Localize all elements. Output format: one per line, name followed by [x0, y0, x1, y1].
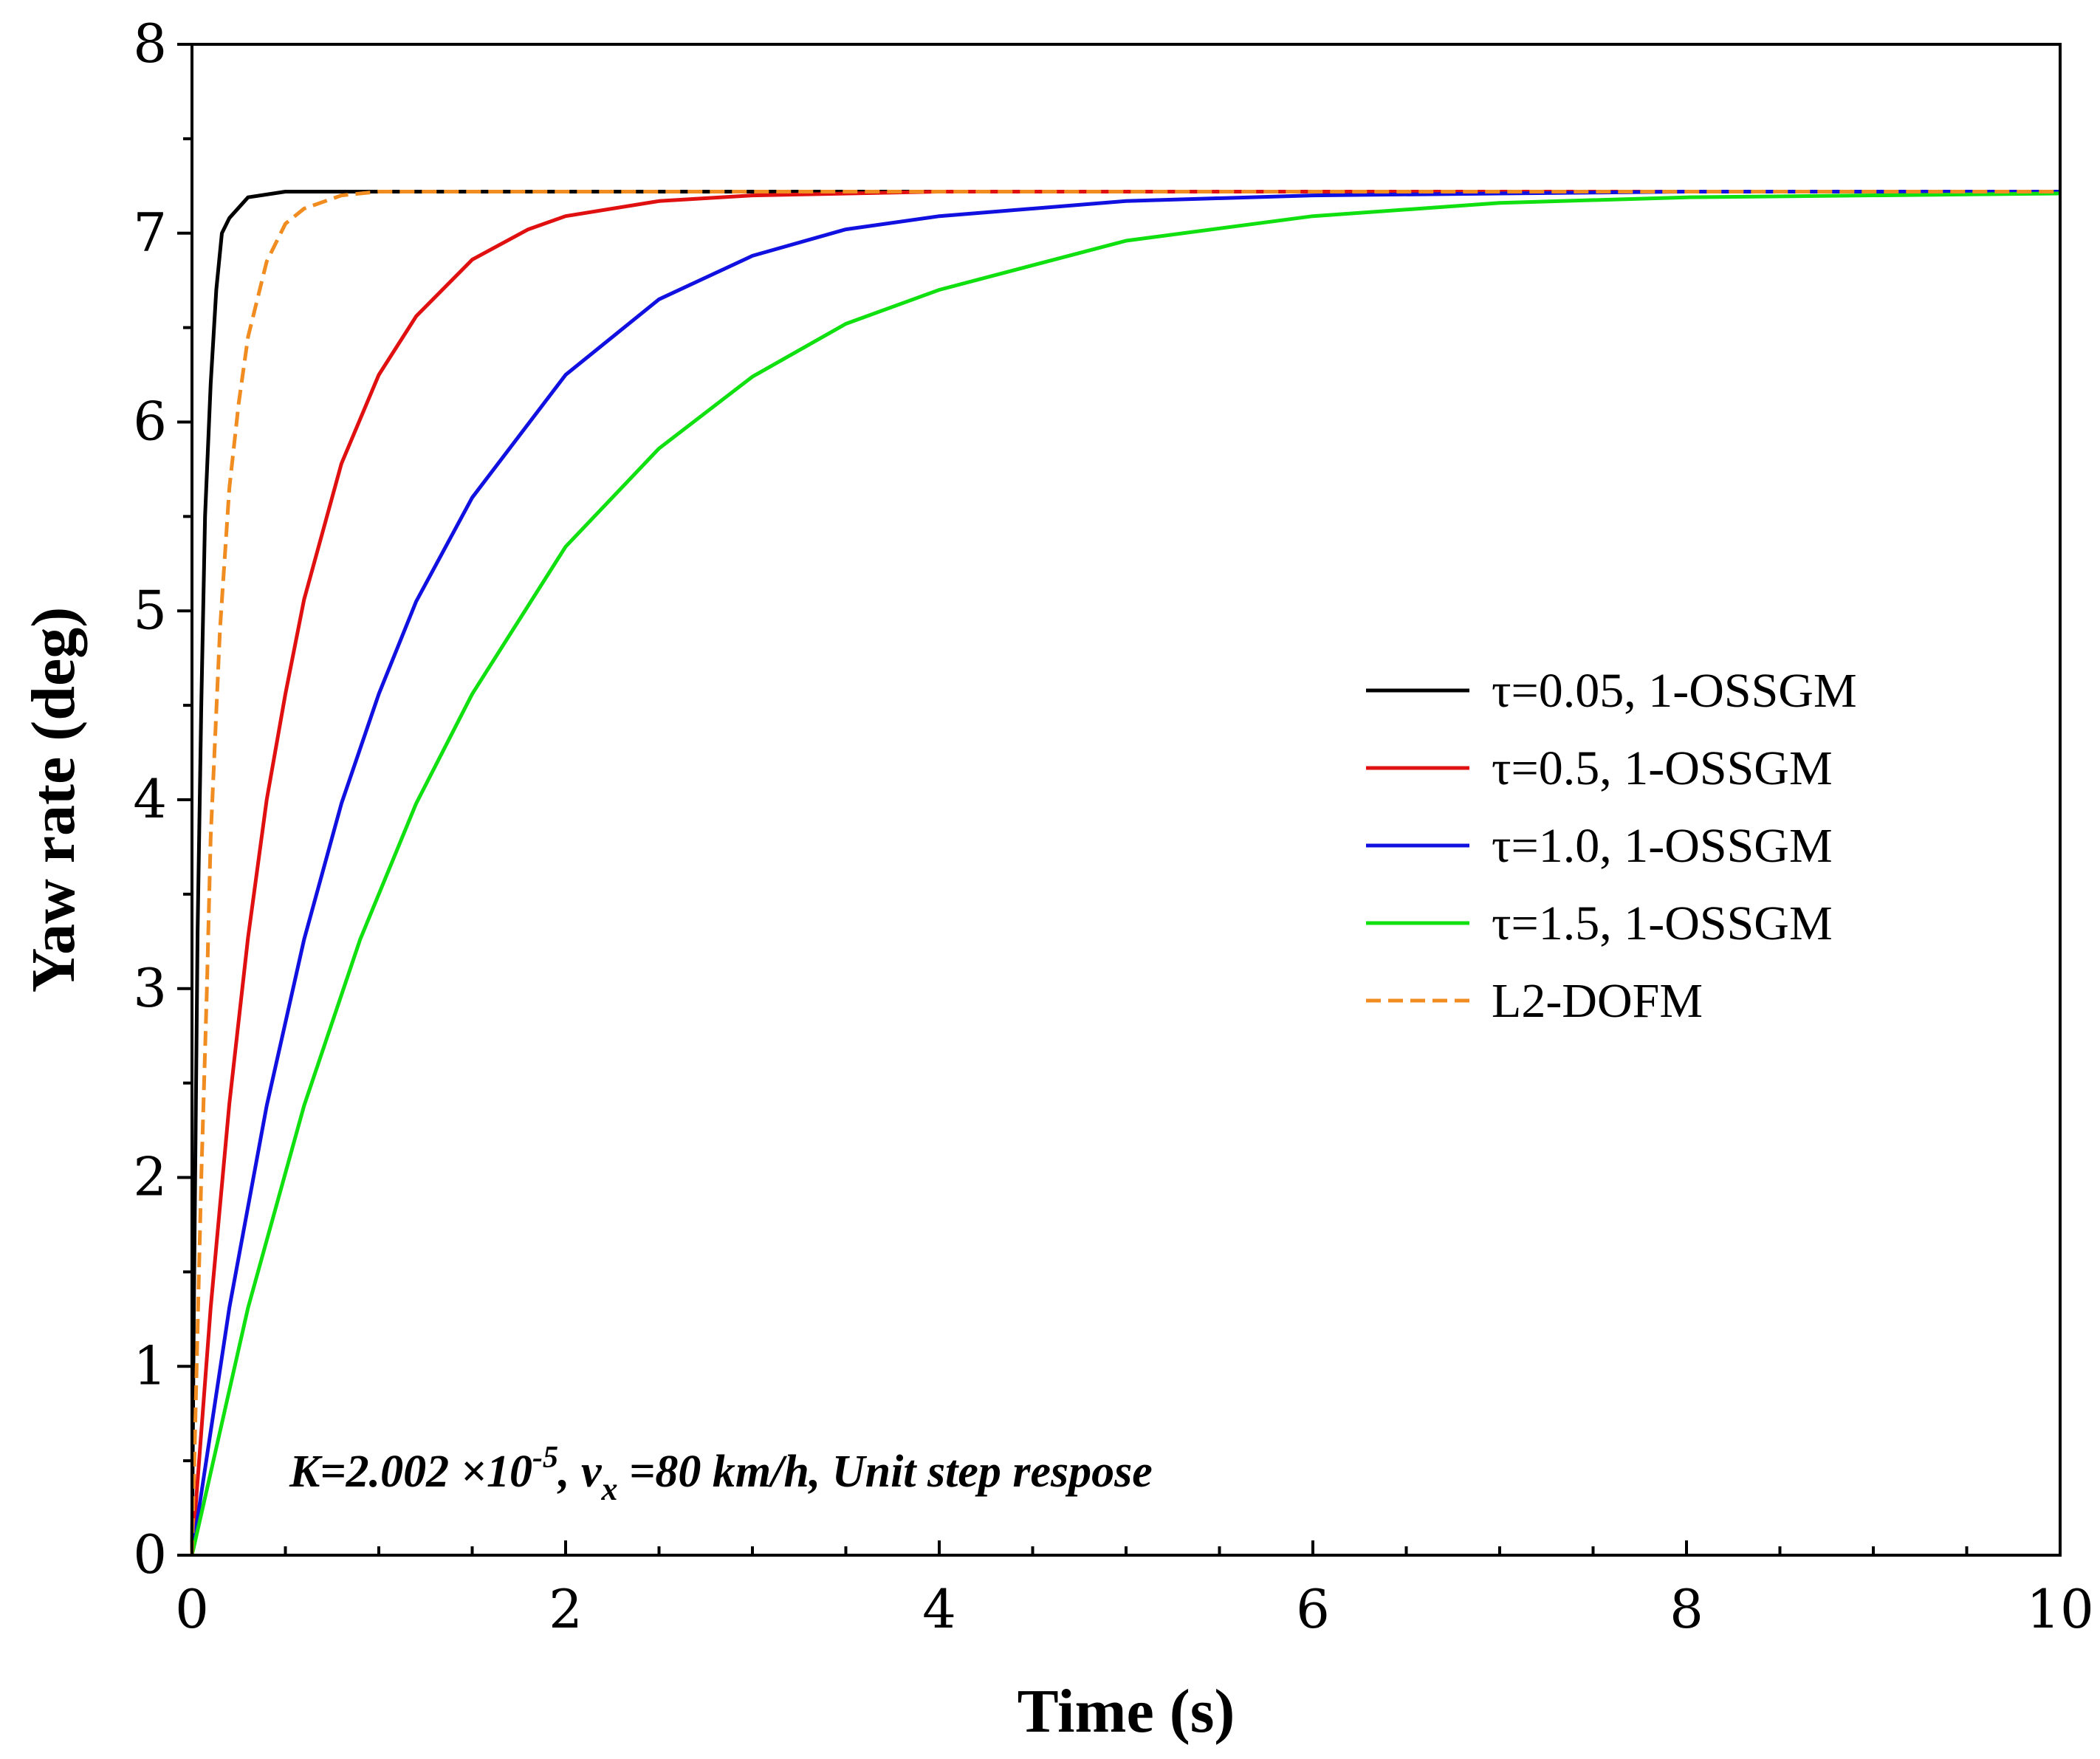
series-line-3 — [190, 190, 2060, 1556]
y-tick-label: 8 — [133, 13, 167, 75]
y-axis-title: Yaw rate (deg) — [19, 607, 88, 993]
tick-labels: 0 2 4 6 8 10 0 1 2 3 4 5 6 7 8 — [133, 13, 2094, 1640]
x-tick-label: 8 — [1670, 1578, 1703, 1640]
legend-label: τ=0.05, 1-OSSGM — [1492, 664, 1857, 718]
x-tick-label: 0 — [175, 1578, 209, 1640]
x-tick-label: 4 — [922, 1578, 956, 1640]
annotation-suffix: =80 km/h, Unit step respose — [618, 1447, 1153, 1497]
y-tick-label: 6 — [133, 391, 167, 453]
x-axis-title: Time (s) — [1018, 1677, 1235, 1746]
legend-label: τ=1.5, 1-OSSGM — [1492, 896, 1833, 950]
y-tick-label: 5 — [133, 579, 167, 641]
annotation: K=2.002 ×10-5, vx =80 km/h, Unit step re… — [289, 1441, 1153, 1507]
legend-label: τ=1.0, 1-OSSGM — [1492, 819, 1833, 873]
y-tick-label: 3 — [133, 957, 167, 1019]
x-tick-label: 2 — [549, 1578, 583, 1640]
y-tick-label: 0 — [133, 1523, 167, 1585]
y-tick-label: 2 — [133, 1146, 167, 1208]
series-line-5 — [190, 190, 2060, 1556]
annotation-prefix: K=2.002 ×10 — [289, 1447, 532, 1497]
legend: τ=0.05, 1-OSSGM τ=0.5, 1-OSSGM τ=1.0, 1-OS… — [1366, 664, 1857, 1028]
annotation-mid: , v — [557, 1447, 603, 1497]
annotation-subscript: x — [601, 1471, 618, 1507]
axis-ticks — [177, 43, 2062, 1557]
legend-label: L2-DOFM — [1492, 974, 1703, 1028]
x-tick-label: 6 — [1296, 1578, 1330, 1640]
y-tick-label: 4 — [133, 768, 167, 830]
series-line-4 — [190, 191, 2061, 1556]
legend-label: τ=0.5, 1-OSSGM — [1492, 741, 1833, 795]
y-tick-label: 7 — [133, 202, 167, 264]
annotation-exponent: -5 — [532, 1441, 558, 1475]
plot-lines — [190, 190, 2061, 1556]
y-tick-label: 1 — [133, 1334, 167, 1396]
x-tick-label: 10 — [2026, 1578, 2094, 1640]
